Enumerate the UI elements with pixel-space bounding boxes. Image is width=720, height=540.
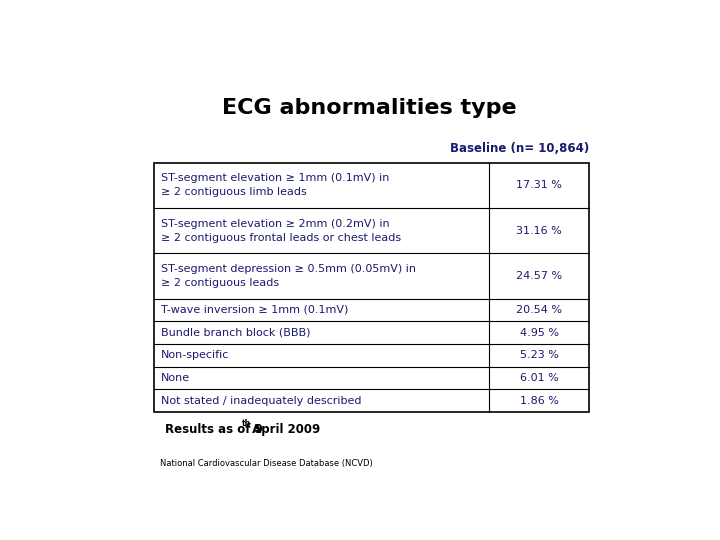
Text: Non-specific: Non-specific xyxy=(161,350,229,360)
Text: 24.57 %: 24.57 % xyxy=(516,271,562,281)
Text: None: None xyxy=(161,373,190,383)
Text: th: th xyxy=(242,419,251,428)
Text: Baseline (n= 10,864): Baseline (n= 10,864) xyxy=(450,142,590,155)
Text: 20.54 %: 20.54 % xyxy=(516,305,562,315)
Text: Results as of 9: Results as of 9 xyxy=(166,423,264,436)
Text: ECG abnormalities type: ECG abnormalities type xyxy=(222,98,516,118)
Text: National Cardiovascular Disease Database (NCVD): National Cardiovascular Disease Database… xyxy=(160,460,372,469)
Text: Not stated / inadequately described: Not stated / inadequately described xyxy=(161,396,361,406)
Text: 5.23 %: 5.23 % xyxy=(520,350,559,360)
Text: ST-segment elevation ≥ 2mm (0.2mV) in
≥ 2 contiguous frontal leads or chest lead: ST-segment elevation ≥ 2mm (0.2mV) in ≥ … xyxy=(161,219,401,242)
Text: ST-segment elevation ≥ 1mm (0.1mV) in
≥ 2 contiguous limb leads: ST-segment elevation ≥ 1mm (0.1mV) in ≥ … xyxy=(161,173,390,197)
Text: 6.01 %: 6.01 % xyxy=(520,373,559,383)
Bar xyxy=(154,163,590,412)
Text: T-wave inversion ≥ 1mm (0.1mV): T-wave inversion ≥ 1mm (0.1mV) xyxy=(161,305,348,315)
Text: 17.31 %: 17.31 % xyxy=(516,180,562,190)
Text: April 2009: April 2009 xyxy=(248,423,320,436)
Text: 4.95 %: 4.95 % xyxy=(520,328,559,338)
Text: Bundle branch block (BBB): Bundle branch block (BBB) xyxy=(161,328,310,338)
Text: 31.16 %: 31.16 % xyxy=(516,226,562,235)
Text: ST-segment depression ≥ 0.5mm (0.05mV) in
≥ 2 contiguous leads: ST-segment depression ≥ 0.5mm (0.05mV) i… xyxy=(161,264,416,288)
Text: 1.86 %: 1.86 % xyxy=(520,396,559,406)
